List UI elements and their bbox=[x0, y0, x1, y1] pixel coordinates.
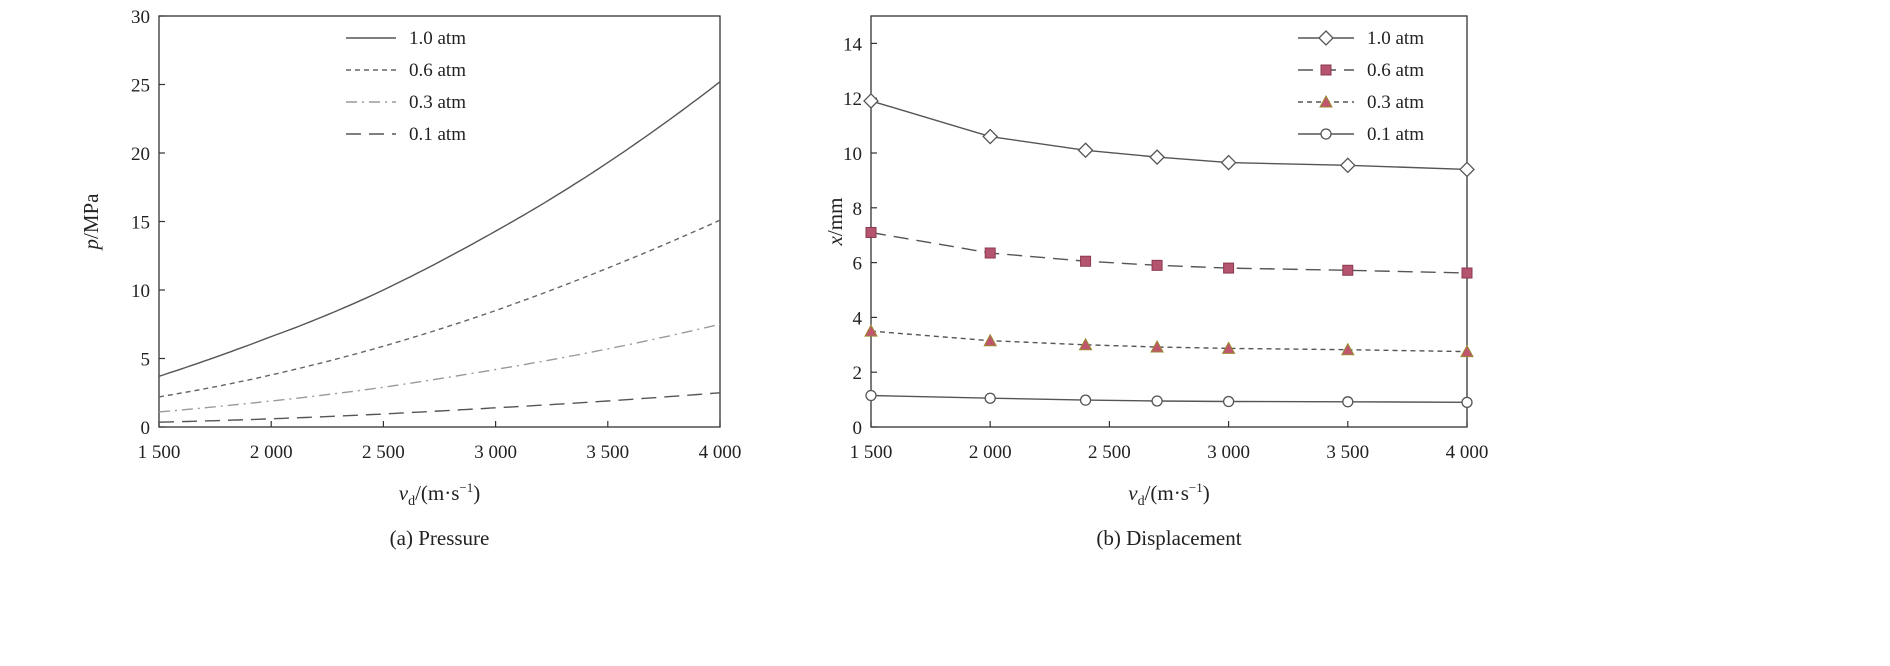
y-tick-label: 14 bbox=[843, 34, 863, 55]
chart-panel-2: 1 500 2 000 2 500 3 000 3 500 4 000 0 2 4 6 8 10 12 1… bbox=[823, 15, 1489, 550]
data-point bbox=[984, 247, 996, 259]
x-tick-label: 3 500 bbox=[586, 442, 629, 463]
series-line bbox=[158, 392, 721, 423]
x-tick-label: 3 500 bbox=[1326, 442, 1369, 463]
y-tick-label: 8 bbox=[853, 199, 863, 220]
legend-label: 0.3 atm bbox=[409, 92, 466, 113]
data-point bbox=[1459, 161, 1475, 178]
data-point bbox=[865, 226, 877, 238]
y-axis-label: x/mm bbox=[823, 198, 847, 247]
series-0-6-atm bbox=[158, 219, 721, 398]
y-tick-label: 2 bbox=[853, 363, 863, 384]
figure: 1 500 2 000 2 500 3 000 3 500 4 0000510152025… bbox=[79, 7, 1489, 550]
data-point bbox=[1460, 344, 1474, 358]
plot-frame bbox=[870, 15, 1468, 428]
data-point bbox=[1342, 264, 1354, 276]
x-tick-label: 4 000 bbox=[1446, 442, 1489, 463]
x-tick-label: 2 500 bbox=[1088, 442, 1131, 463]
legend-marker bbox=[1319, 94, 1333, 108]
y-tick-label: 0 bbox=[141, 418, 151, 439]
x-tick-label: 4 000 bbox=[699, 442, 742, 463]
x-tick-label: 3 000 bbox=[474, 442, 517, 463]
data-point bbox=[982, 128, 999, 145]
series-line bbox=[158, 81, 721, 377]
x-tick-label: 1 500 bbox=[850, 442, 893, 463]
x-tick-label: 1 500 bbox=[138, 442, 181, 463]
legend-marker bbox=[1320, 64, 1332, 76]
data-point bbox=[1223, 262, 1235, 274]
y-tick-label: 10 bbox=[843, 144, 862, 165]
data-point bbox=[1220, 154, 1237, 171]
data-point bbox=[983, 333, 998, 347]
legend-label: 0.1 atm bbox=[1367, 124, 1424, 145]
series-line bbox=[870, 394, 1468, 403]
y-tick-label: 4 bbox=[853, 308, 863, 329]
y-axis-label: p/MPa bbox=[79, 193, 103, 252]
data-point bbox=[1151, 259, 1163, 271]
data-point bbox=[1461, 396, 1473, 408]
data-point bbox=[1222, 395, 1235, 408]
y-tick-label: 6 bbox=[853, 254, 863, 275]
y-tick-label: 30 bbox=[131, 7, 150, 28]
x-tick-label: 2 000 bbox=[250, 442, 293, 463]
legend-label: 0.6 atm bbox=[1367, 60, 1424, 81]
data-point bbox=[984, 392, 996, 404]
legend-label: 1.0 atm bbox=[409, 28, 466, 49]
series-1-0-atm bbox=[158, 81, 721, 377]
legend-marker bbox=[1320, 128, 1332, 140]
y-tick-label: 10 bbox=[131, 281, 150, 302]
data-point bbox=[1078, 337, 1093, 351]
data-point bbox=[1342, 396, 1354, 408]
data-point bbox=[1339, 157, 1356, 174]
chart-panel-1: 1 500 2 000 2 500 3 000 3 500 4 000 0 5 10 15 20 25… bbox=[79, 7, 741, 550]
series-line bbox=[870, 231, 1468, 274]
x-tick-label: 3 000 bbox=[1207, 442, 1250, 463]
y-tick-label: 15 bbox=[131, 213, 150, 234]
data-point bbox=[1079, 394, 1092, 406]
x-axis-label: vd/(m·s−1) bbox=[399, 480, 481, 509]
series-1-0-atm bbox=[863, 93, 1475, 178]
y-tick-label: 20 bbox=[131, 144, 150, 165]
chart-caption: (a) Pressure bbox=[390, 526, 490, 550]
data-point bbox=[1149, 149, 1165, 166]
data-point bbox=[1461, 267, 1473, 279]
data-point bbox=[1340, 342, 1355, 356]
data-point bbox=[1080, 255, 1092, 267]
data-point bbox=[864, 324, 878, 337]
data-point bbox=[1221, 341, 1236, 354]
data-point bbox=[863, 93, 879, 109]
data-point bbox=[1151, 395, 1163, 407]
chart-caption: (b) Displacement bbox=[1096, 526, 1241, 550]
series-0-3-atm bbox=[158, 323, 721, 413]
y-tick-label: 12 bbox=[843, 89, 862, 110]
x-tick-label: 2 500 bbox=[362, 442, 405, 463]
series-0-1-atm bbox=[158, 392, 721, 423]
legend-label: 1.0 atm bbox=[1367, 28, 1424, 49]
series-line bbox=[158, 219, 721, 398]
x-axis-label: vd/(m·s−1) bbox=[1128, 480, 1210, 509]
legend-label: 0.6 atm bbox=[409, 60, 466, 81]
series-0-3-atm bbox=[864, 324, 1474, 358]
data-point bbox=[865, 389, 877, 402]
y-tick-label: 0 bbox=[853, 418, 863, 439]
legend-label: 0.1 atm bbox=[409, 124, 466, 145]
data-point bbox=[1150, 339, 1164, 353]
x-tick-label: 2 000 bbox=[969, 442, 1012, 463]
legend-marker bbox=[1318, 30, 1334, 46]
legend-label: 0.3 atm bbox=[1367, 92, 1424, 113]
series-0-6-atm bbox=[865, 226, 1473, 279]
series-line bbox=[870, 330, 1468, 353]
series-line bbox=[158, 323, 721, 413]
y-tick-label: 25 bbox=[131, 76, 150, 97]
data-point bbox=[1077, 142, 1094, 159]
series-0-1-atm bbox=[865, 389, 1473, 408]
y-tick-label: 5 bbox=[141, 350, 151, 371]
